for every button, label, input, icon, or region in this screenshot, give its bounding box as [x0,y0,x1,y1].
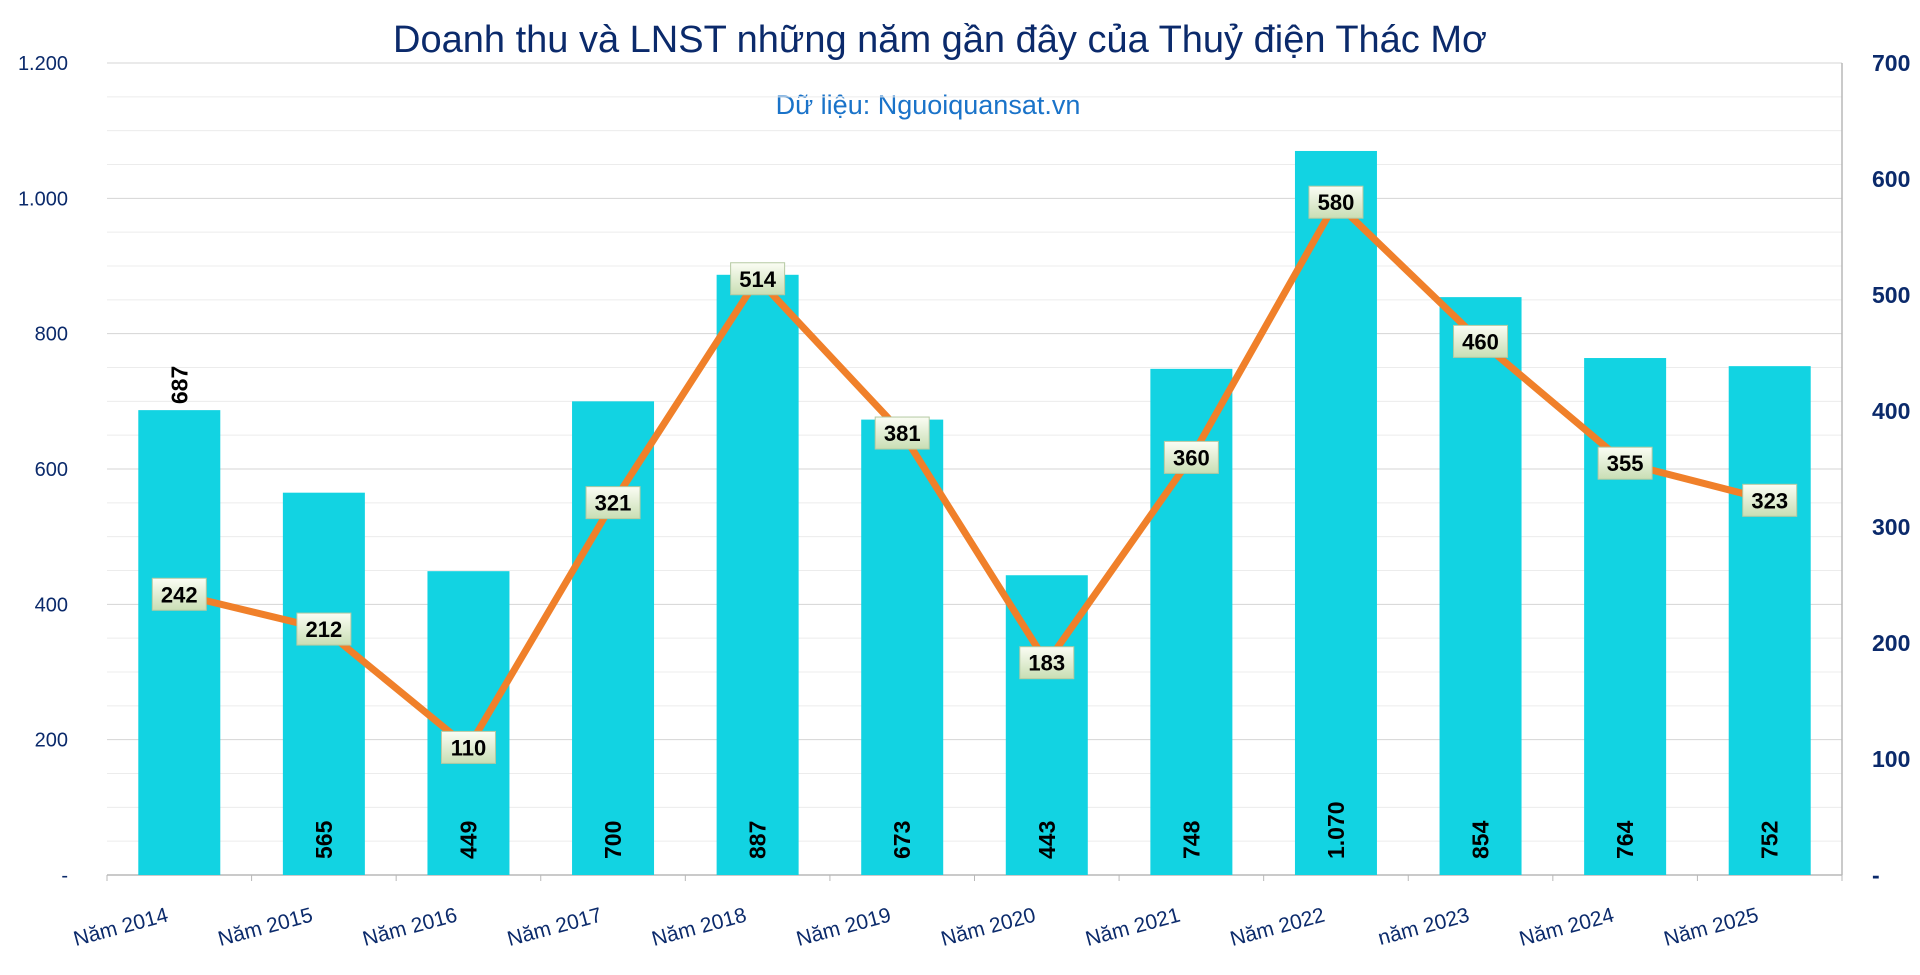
line-label-box [1453,324,1509,358]
bar [861,419,944,875]
x-tick-label: Năm 2020 [939,904,1039,951]
line-label-box [1019,646,1075,680]
line-label-box [151,577,207,611]
line-label-box [874,416,930,450]
line-value-label: 110 [451,735,487,760]
x-tick-label: năm 2023 [1376,904,1472,950]
line-path [175,198,1774,751]
x-tick-label: Năm 2014 [71,904,171,951]
line-value-label: 323 [1751,488,1788,513]
line-value-label: 242 [161,582,198,607]
line-label-box [440,730,496,764]
x-tick-label: Năm 2018 [649,904,749,951]
bar-value-label: 700 [600,821,626,859]
y-right-tick-label: 700 [1872,50,1910,76]
gridlines [107,62,1842,842]
line-label-box [730,262,786,296]
y-right-tick-label: 100 [1872,746,1910,772]
y-left-tick-label: 1.000 [18,188,68,210]
bar [282,492,365,875]
bar [1728,366,1811,875]
bar-value-label: 854 [1468,820,1494,859]
x-tick-label: Năm 2017 [505,904,605,951]
y-left-tick-label: 1.200 [18,53,68,75]
y-left-tick-label: 200 [35,730,68,752]
line-value-label: 460 [1462,329,1499,354]
chart-title: Doanh thu và LNST những năm gần đây của … [393,19,1487,61]
line-series [175,198,1774,751]
line-label-box [1742,483,1798,517]
bar [1294,150,1377,875]
y-right-tick-label: 300 [1872,514,1910,540]
x-tick-label: Năm 2025 [1661,904,1761,951]
bar-value-label: 752 [1757,821,1783,859]
bar-value-label: 1.070 [1323,801,1349,859]
bar-value-label: 887 [745,821,771,859]
line-value-label: 381 [884,421,921,446]
line-label-box [296,612,352,646]
bar [138,410,221,875]
x-tick-label: Năm 2019 [794,904,894,951]
y-left-tick-label: 400 [35,594,68,616]
bar-value-label: 764 [1612,820,1638,859]
line-value-label: 212 [306,617,343,642]
x-tick-label: Năm 2024 [1517,904,1617,951]
bar-value-label: 687 [166,366,192,404]
line-label-box [1163,440,1219,474]
line-value-label: 580 [1318,190,1355,215]
bar-value-label: 449 [455,821,481,859]
y-right-tick-label: 400 [1872,398,1910,424]
bar [572,401,655,875]
x-tick-label: Năm 2021 [1083,904,1183,951]
bar-value-label: 673 [889,821,915,859]
bar [716,274,799,876]
line-label-box [585,486,641,520]
y-left-tick-label: 600 [35,459,68,481]
y-left-tick-label: 800 [35,324,68,346]
y-left-tick-label: - [61,865,68,887]
line-value-label: 514 [739,267,776,292]
bar-series [138,150,1811,876]
line-label-box [1597,446,1653,480]
line-value-label: 321 [595,491,632,516]
y-right-tick-label: - [1872,862,1880,888]
y-right-tick-label: 500 [1872,282,1910,308]
bar-value-label: 443 [1034,821,1060,859]
chart-subtitle: Dữ liệu: Nguoiquansat.vn [776,90,1081,120]
bar [1439,297,1522,875]
line-value-label: 183 [1028,651,1065,676]
line-value-label: 360 [1173,445,1210,470]
bar-value-label: 565 [311,820,337,859]
bar-value-label: 748 [1178,820,1204,859]
line-value-label: 355 [1607,451,1644,476]
y-right-tick-label: 600 [1872,166,1910,192]
data-labels: 687 565 449 700 887 673 443 748 1.070 854 764 752 24… [151,185,1798,859]
y-right-tick-label: 200 [1872,630,1910,656]
line-label-box [1308,185,1364,219]
x-tick-label: Năm 2015 [216,904,316,951]
x-tick-label: Năm 2016 [360,904,460,951]
x-tick-label: Năm 2022 [1228,904,1328,951]
